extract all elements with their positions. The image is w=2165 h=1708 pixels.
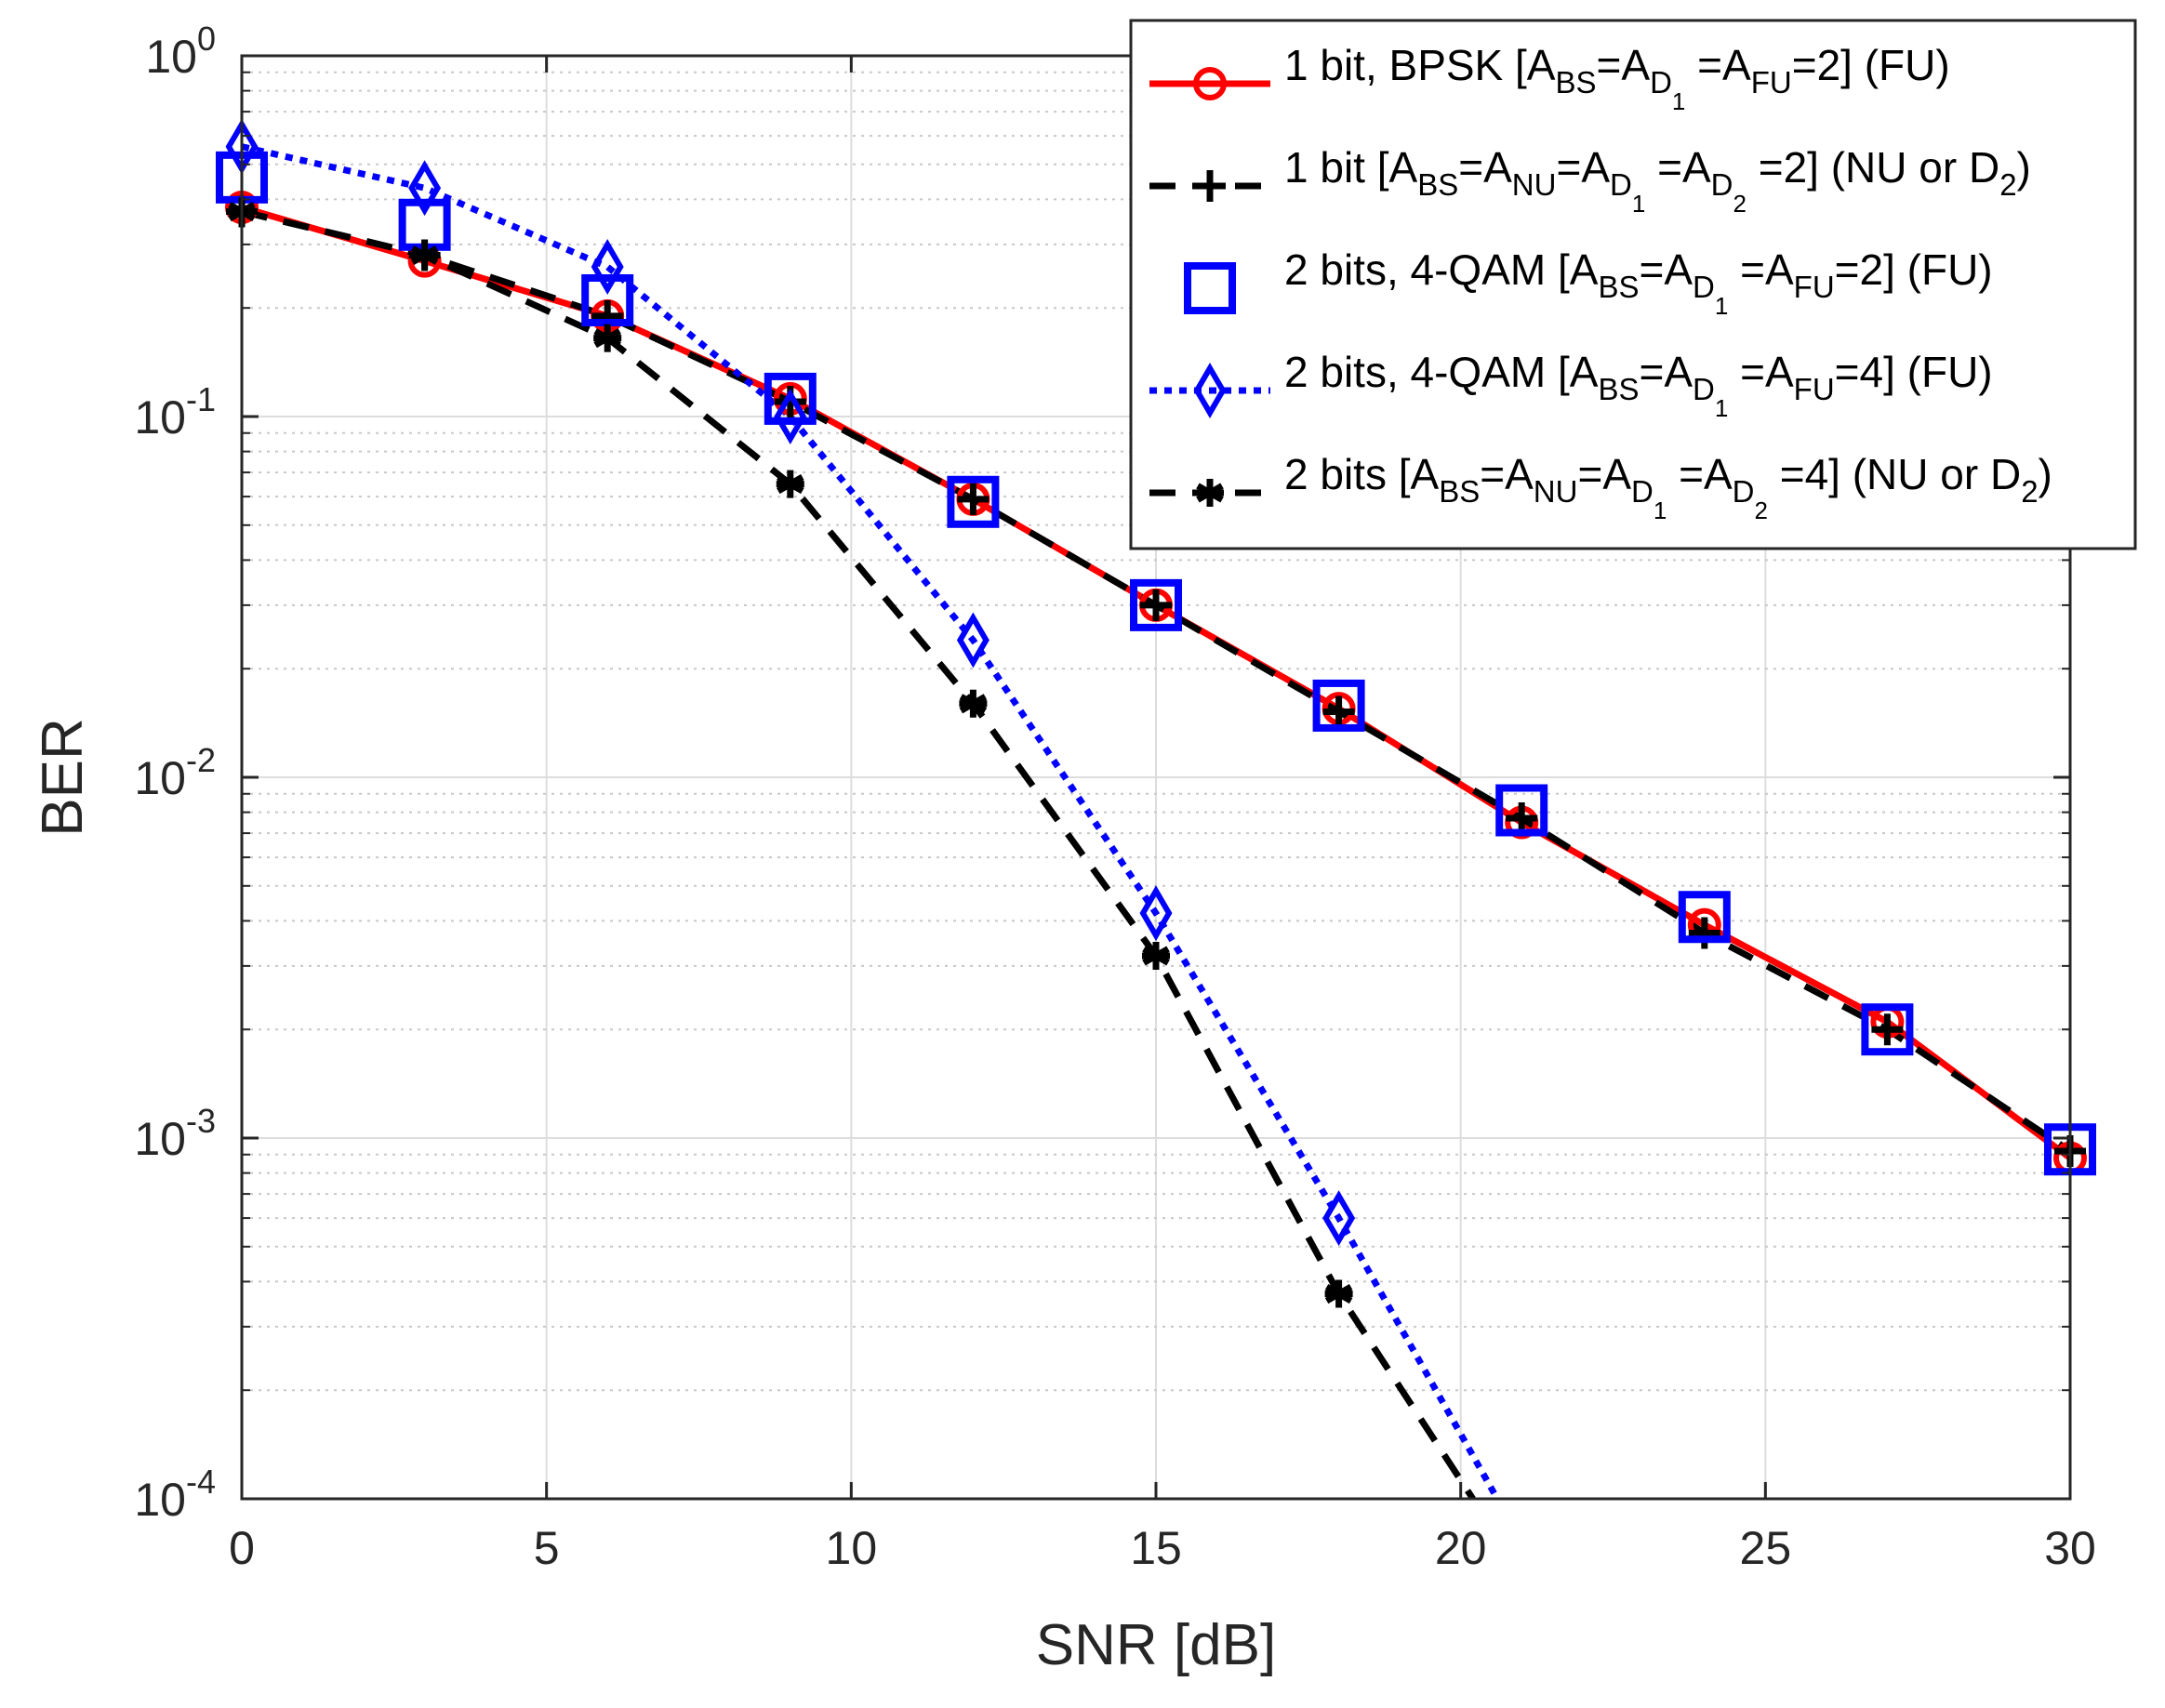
s3-legend-label: 2 bits, 4-QAM [ABS=AD1 =AFU=2] (FU) — [1284, 245, 1993, 320]
axis-ticks: 0 5 10 15 20 25 30 100 10-1 10-2 10-3 10-4 — [134, 20, 2095, 1574]
s5-marker — [410, 241, 439, 270]
s4-marker — [1139, 885, 1173, 942]
s3-marker — [947, 475, 1000, 528]
s2-marker — [1140, 589, 1172, 621]
s3-marker — [1495, 784, 1548, 837]
legend: 1 bit, BPSK [ABS=AD1 =AFU=2] (FU) 1 bit [… — [1129, 19, 2137, 550]
x-tick-label: 20 — [1435, 1522, 1487, 1574]
marker-layer — [216, 118, 2096, 1308]
s5-line — [242, 208, 1476, 1499]
s4-line — [242, 143, 1501, 1499]
s2-marker — [1506, 802, 1538, 835]
y-tick-label: 10-1 — [134, 380, 216, 444]
y-axis-label: BER — [31, 718, 95, 836]
s2-marker — [957, 483, 990, 515]
s5-marker — [593, 324, 622, 352]
s3-marker — [1130, 578, 1182, 631]
s1-legend-marker — [1193, 67, 1227, 100]
s3-legend-marker — [1184, 262, 1236, 314]
s1-legend-label: 1 bit, BPSK [ABS=AD1 =AFU=2] (FU) — [1284, 41, 1950, 115]
s2-legend-marker — [1194, 170, 1226, 202]
s5-marker — [776, 470, 804, 498]
s4-legend-label: 2 bits, 4-QAM [ABS=AD1 =AFU=4] (FU) — [1284, 348, 1993, 422]
x-axis-label: SNR [dB] — [1036, 1613, 1276, 1677]
s4-marker — [408, 160, 442, 217]
s3-marker — [1678, 891, 1731, 944]
legend-box — [1129, 19, 2137, 550]
x-tick-label: 15 — [1130, 1522, 1182, 1574]
s4-marker — [956, 612, 990, 669]
x-tick-label: 10 — [826, 1522, 878, 1574]
s5-marker — [959, 689, 988, 718]
s2-marker — [1688, 917, 1720, 949]
y-tick-label: 10-3 — [134, 1102, 216, 1165]
s4-marker — [591, 239, 624, 295]
s5-legend-marker — [1196, 479, 1224, 507]
s3-marker — [764, 372, 817, 425]
y-tick-label: 10-4 — [134, 1463, 216, 1526]
s5-marker — [1324, 1279, 1353, 1308]
s2-marker — [1871, 1013, 1904, 1046]
y-tick-label: 10-2 — [134, 741, 216, 804]
y-tick-label: 100 — [145, 20, 216, 83]
x-tick-label: 30 — [2044, 1522, 2096, 1574]
x-tick-label: 0 — [229, 1522, 255, 1574]
s4-marker — [1322, 1190, 1356, 1247]
s5-marker — [1142, 942, 1170, 970]
s3-marker — [581, 273, 634, 326]
s3-marker — [1861, 1003, 1914, 1056]
s4-legend-marker — [1193, 363, 1227, 418]
s5-legend-label: 2 bits [ABS=ANU=AD1 =AD2 =4] (NU or D2) — [1284, 450, 2052, 524]
x-tick-label: 5 — [534, 1522, 560, 1574]
s4-marker — [774, 389, 807, 444]
s3-marker — [1312, 679, 1365, 732]
s2-legend-label: 1 bit [ABS=ANU=AD1 =AD2 =2] (NU or D2) — [1284, 143, 2031, 218]
s2-marker — [1322, 695, 1355, 728]
x-tick-label: 25 — [1740, 1522, 1792, 1574]
